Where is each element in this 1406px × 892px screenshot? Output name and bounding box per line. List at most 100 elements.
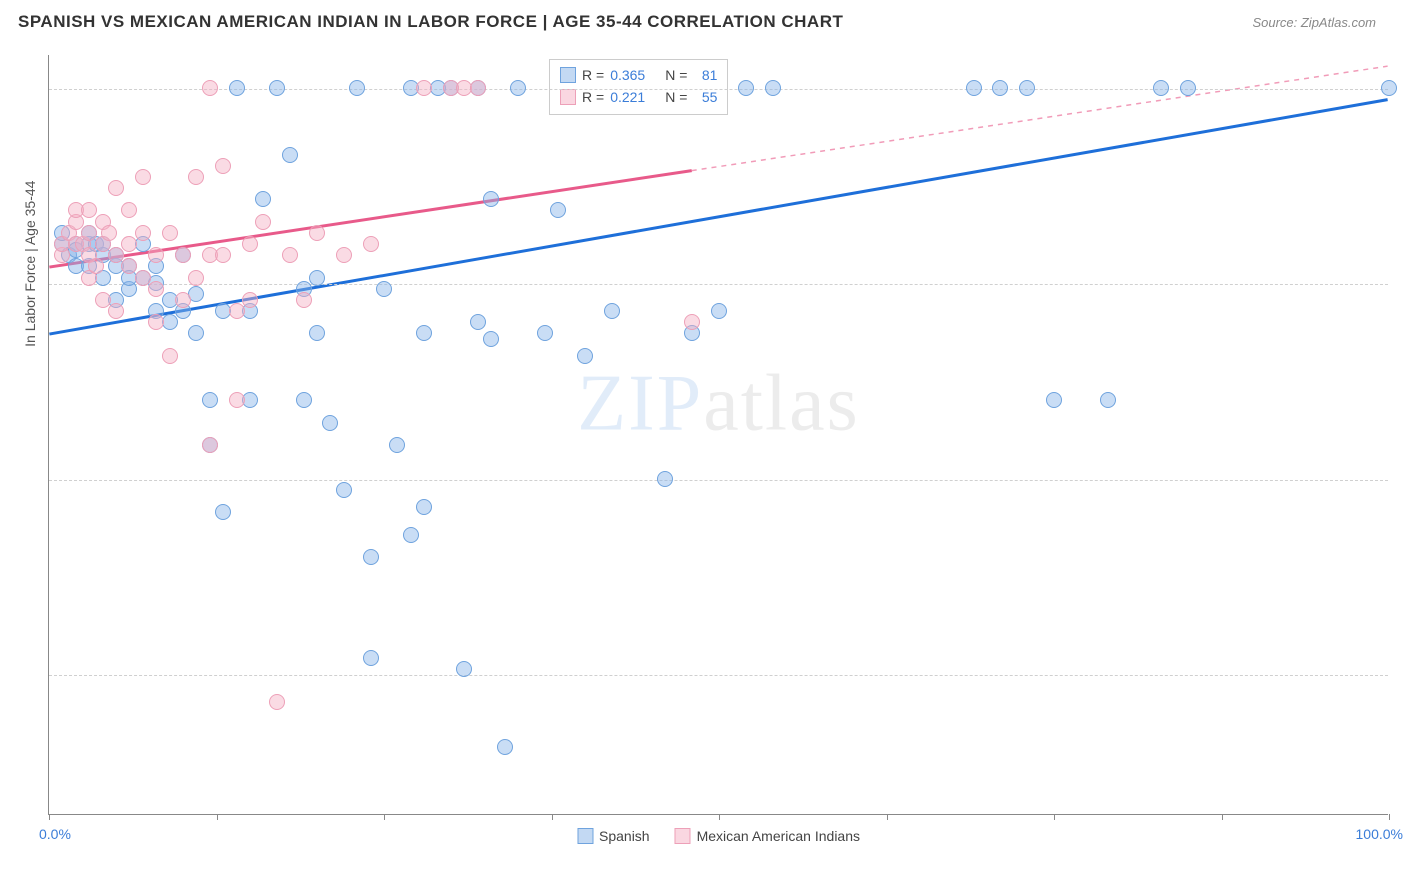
data-point xyxy=(229,392,245,408)
data-point xyxy=(135,225,151,241)
data-point xyxy=(416,499,432,515)
x-axis-tick xyxy=(217,814,218,820)
data-point xyxy=(389,437,405,453)
data-point xyxy=(483,331,499,347)
data-point xyxy=(363,549,379,565)
data-point xyxy=(108,180,124,196)
n-value: 81 xyxy=(693,64,717,86)
data-point xyxy=(282,247,298,263)
x-axis-tick xyxy=(552,814,553,820)
data-point xyxy=(242,236,258,252)
data-point xyxy=(108,247,124,263)
data-point xyxy=(376,281,392,297)
data-point xyxy=(966,80,982,96)
stats-row-spanish: R = 0.365 N = 81 xyxy=(560,64,717,86)
data-point xyxy=(416,325,432,341)
data-point xyxy=(1100,392,1116,408)
scatter-chart: ZIPatlas R = 0.365 N = 81 R = 0.221 N = … xyxy=(48,55,1388,815)
data-point xyxy=(497,739,513,755)
data-point xyxy=(537,325,553,341)
x-axis-tick xyxy=(1389,814,1390,820)
data-point xyxy=(255,191,271,207)
data-point xyxy=(229,80,245,96)
grid-line xyxy=(49,480,1388,481)
data-point xyxy=(81,225,97,241)
data-point xyxy=(550,202,566,218)
data-point xyxy=(349,80,365,96)
series-legend: Spanish Mexican American Indians xyxy=(577,828,860,844)
data-point xyxy=(121,236,137,252)
data-point xyxy=(202,392,218,408)
data-point xyxy=(215,504,231,520)
data-point xyxy=(162,225,178,241)
data-point xyxy=(148,281,164,297)
data-point xyxy=(148,247,164,263)
data-point xyxy=(483,191,499,207)
swatch-icon xyxy=(675,828,691,844)
data-point xyxy=(363,650,379,666)
data-point xyxy=(470,314,486,330)
data-point xyxy=(175,247,191,263)
x-axis-tick xyxy=(49,814,50,820)
r-label: R = xyxy=(582,64,604,86)
data-point xyxy=(309,225,325,241)
data-point xyxy=(135,169,151,185)
legend-label: Mexican American Indians xyxy=(697,828,860,844)
data-point xyxy=(121,202,137,218)
chart-title: SPANISH VS MEXICAN AMERICAN INDIAN IN LA… xyxy=(18,12,843,32)
data-point xyxy=(202,437,218,453)
data-point xyxy=(148,314,164,330)
data-point xyxy=(309,325,325,341)
data-point xyxy=(577,348,593,364)
data-point xyxy=(1153,80,1169,96)
data-point xyxy=(242,292,258,308)
data-point xyxy=(1046,392,1062,408)
data-point xyxy=(215,247,231,263)
data-point xyxy=(175,292,191,308)
data-point xyxy=(269,694,285,710)
swatch-icon xyxy=(577,828,593,844)
data-point xyxy=(510,80,526,96)
swatch-icon xyxy=(560,89,576,105)
data-point xyxy=(336,482,352,498)
data-point xyxy=(1381,80,1397,96)
swatch-icon xyxy=(560,67,576,83)
x-axis-max-label: 100.0% xyxy=(1356,826,1403,842)
data-point xyxy=(108,303,124,319)
x-axis-tick xyxy=(384,814,385,820)
watermark: ZIPatlas xyxy=(577,359,860,450)
n-label: N = xyxy=(665,64,687,86)
data-point xyxy=(363,236,379,252)
x-axis-tick xyxy=(1222,814,1223,820)
x-axis-tick xyxy=(1054,814,1055,820)
data-point xyxy=(269,80,285,96)
r-value: 0.365 xyxy=(610,64,645,86)
data-point xyxy=(296,392,312,408)
correlation-stats-legend: R = 0.365 N = 81 R = 0.221 N = 55 xyxy=(549,59,728,115)
data-point xyxy=(88,258,104,274)
data-point xyxy=(188,325,204,341)
data-point xyxy=(604,303,620,319)
data-point xyxy=(456,661,472,677)
legend-item-mexican: Mexican American Indians xyxy=(675,828,860,844)
data-point xyxy=(162,348,178,364)
legend-label: Spanish xyxy=(599,828,650,844)
data-point xyxy=(215,158,231,174)
data-point xyxy=(188,169,204,185)
data-point xyxy=(1180,80,1196,96)
data-point xyxy=(336,247,352,263)
data-point xyxy=(121,258,137,274)
data-point xyxy=(765,80,781,96)
y-axis-title: In Labor Force | Age 35-44 xyxy=(22,181,38,347)
data-point xyxy=(101,225,117,241)
data-point xyxy=(403,527,419,543)
x-axis-tick xyxy=(719,814,720,820)
data-point xyxy=(657,471,673,487)
data-point xyxy=(738,80,754,96)
data-point xyxy=(255,214,271,230)
data-point xyxy=(81,202,97,218)
x-axis-tick xyxy=(887,814,888,820)
data-point xyxy=(202,80,218,96)
legend-item-spanish: Spanish xyxy=(577,828,650,844)
grid-line xyxy=(49,284,1388,285)
